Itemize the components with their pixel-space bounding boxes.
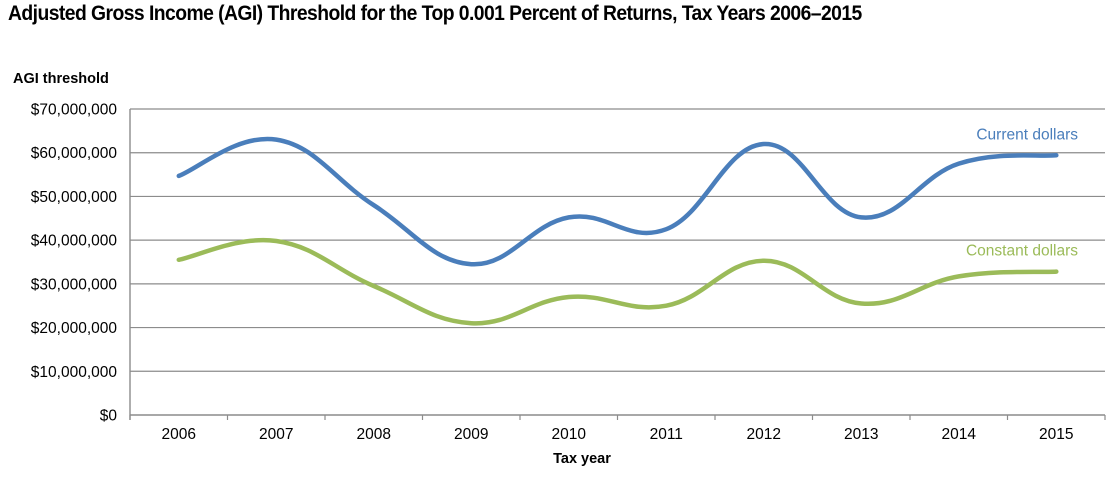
x-axis — [129, 109, 1106, 420]
series-label: Current dollars — [976, 126, 1078, 143]
x-tick-label: 2011 — [650, 426, 683, 443]
series-line — [176, 237, 1059, 326]
y-tick-label: $70,000,000 — [31, 102, 118, 119]
y-axis-label: AGI threshold — [13, 71, 109, 87]
series-lines — [176, 136, 1059, 326]
x-tick-label: 2014 — [942, 426, 977, 443]
series-label: Constant dollars — [966, 243, 1078, 260]
x-axis-label: Tax year — [553, 451, 611, 467]
chart-title: Adjusted Gross Income (AGI) Threshold fo… — [8, 2, 862, 25]
x-tick-label: 2007 — [259, 426, 293, 443]
y-tick-label: $10,000,000 — [31, 364, 118, 381]
x-tick-label: 2008 — [357, 426, 391, 443]
series-labels: Current dollars Constant dollars — [966, 126, 1078, 259]
y-axis-ticks: $0 $10,000,000 $20,000,000 $30,000,000 $40,0… — [31, 102, 118, 425]
y-tick-label: $60,000,000 — [31, 145, 118, 162]
y-tick-label: $30,000,000 — [31, 276, 118, 293]
y-tick-label: $50,000,000 — [31, 189, 118, 206]
x-tick-label: 2015 — [1039, 426, 1073, 443]
x-tick-label: 2009 — [454, 426, 488, 443]
y-tick-label: $20,000,000 — [31, 320, 118, 337]
x-tick-label: 2013 — [844, 426, 878, 443]
series-line — [176, 136, 1059, 267]
x-tick-label: 2006 — [162, 426, 196, 443]
y-tick-label: $40,000,000 — [31, 233, 118, 250]
x-axis-ticks: 2006 2007 2008 2009 2010 2011 2012 2013 2014 2015 — [162, 426, 1074, 443]
gridlines — [130, 108, 1105, 372]
x-tick-label: 2010 — [552, 426, 587, 443]
x-tick-label: 2012 — [747, 426, 781, 443]
y-tick-label: $0 — [100, 408, 118, 425]
